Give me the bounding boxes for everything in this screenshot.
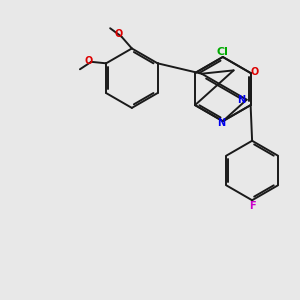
Text: Cl: Cl [217,46,229,57]
Text: N: N [238,95,246,105]
Text: F: F [249,201,255,211]
Text: O: O [250,67,259,76]
Text: O: O [84,56,92,66]
Text: O: O [114,29,123,40]
Text: N: N [217,118,225,128]
